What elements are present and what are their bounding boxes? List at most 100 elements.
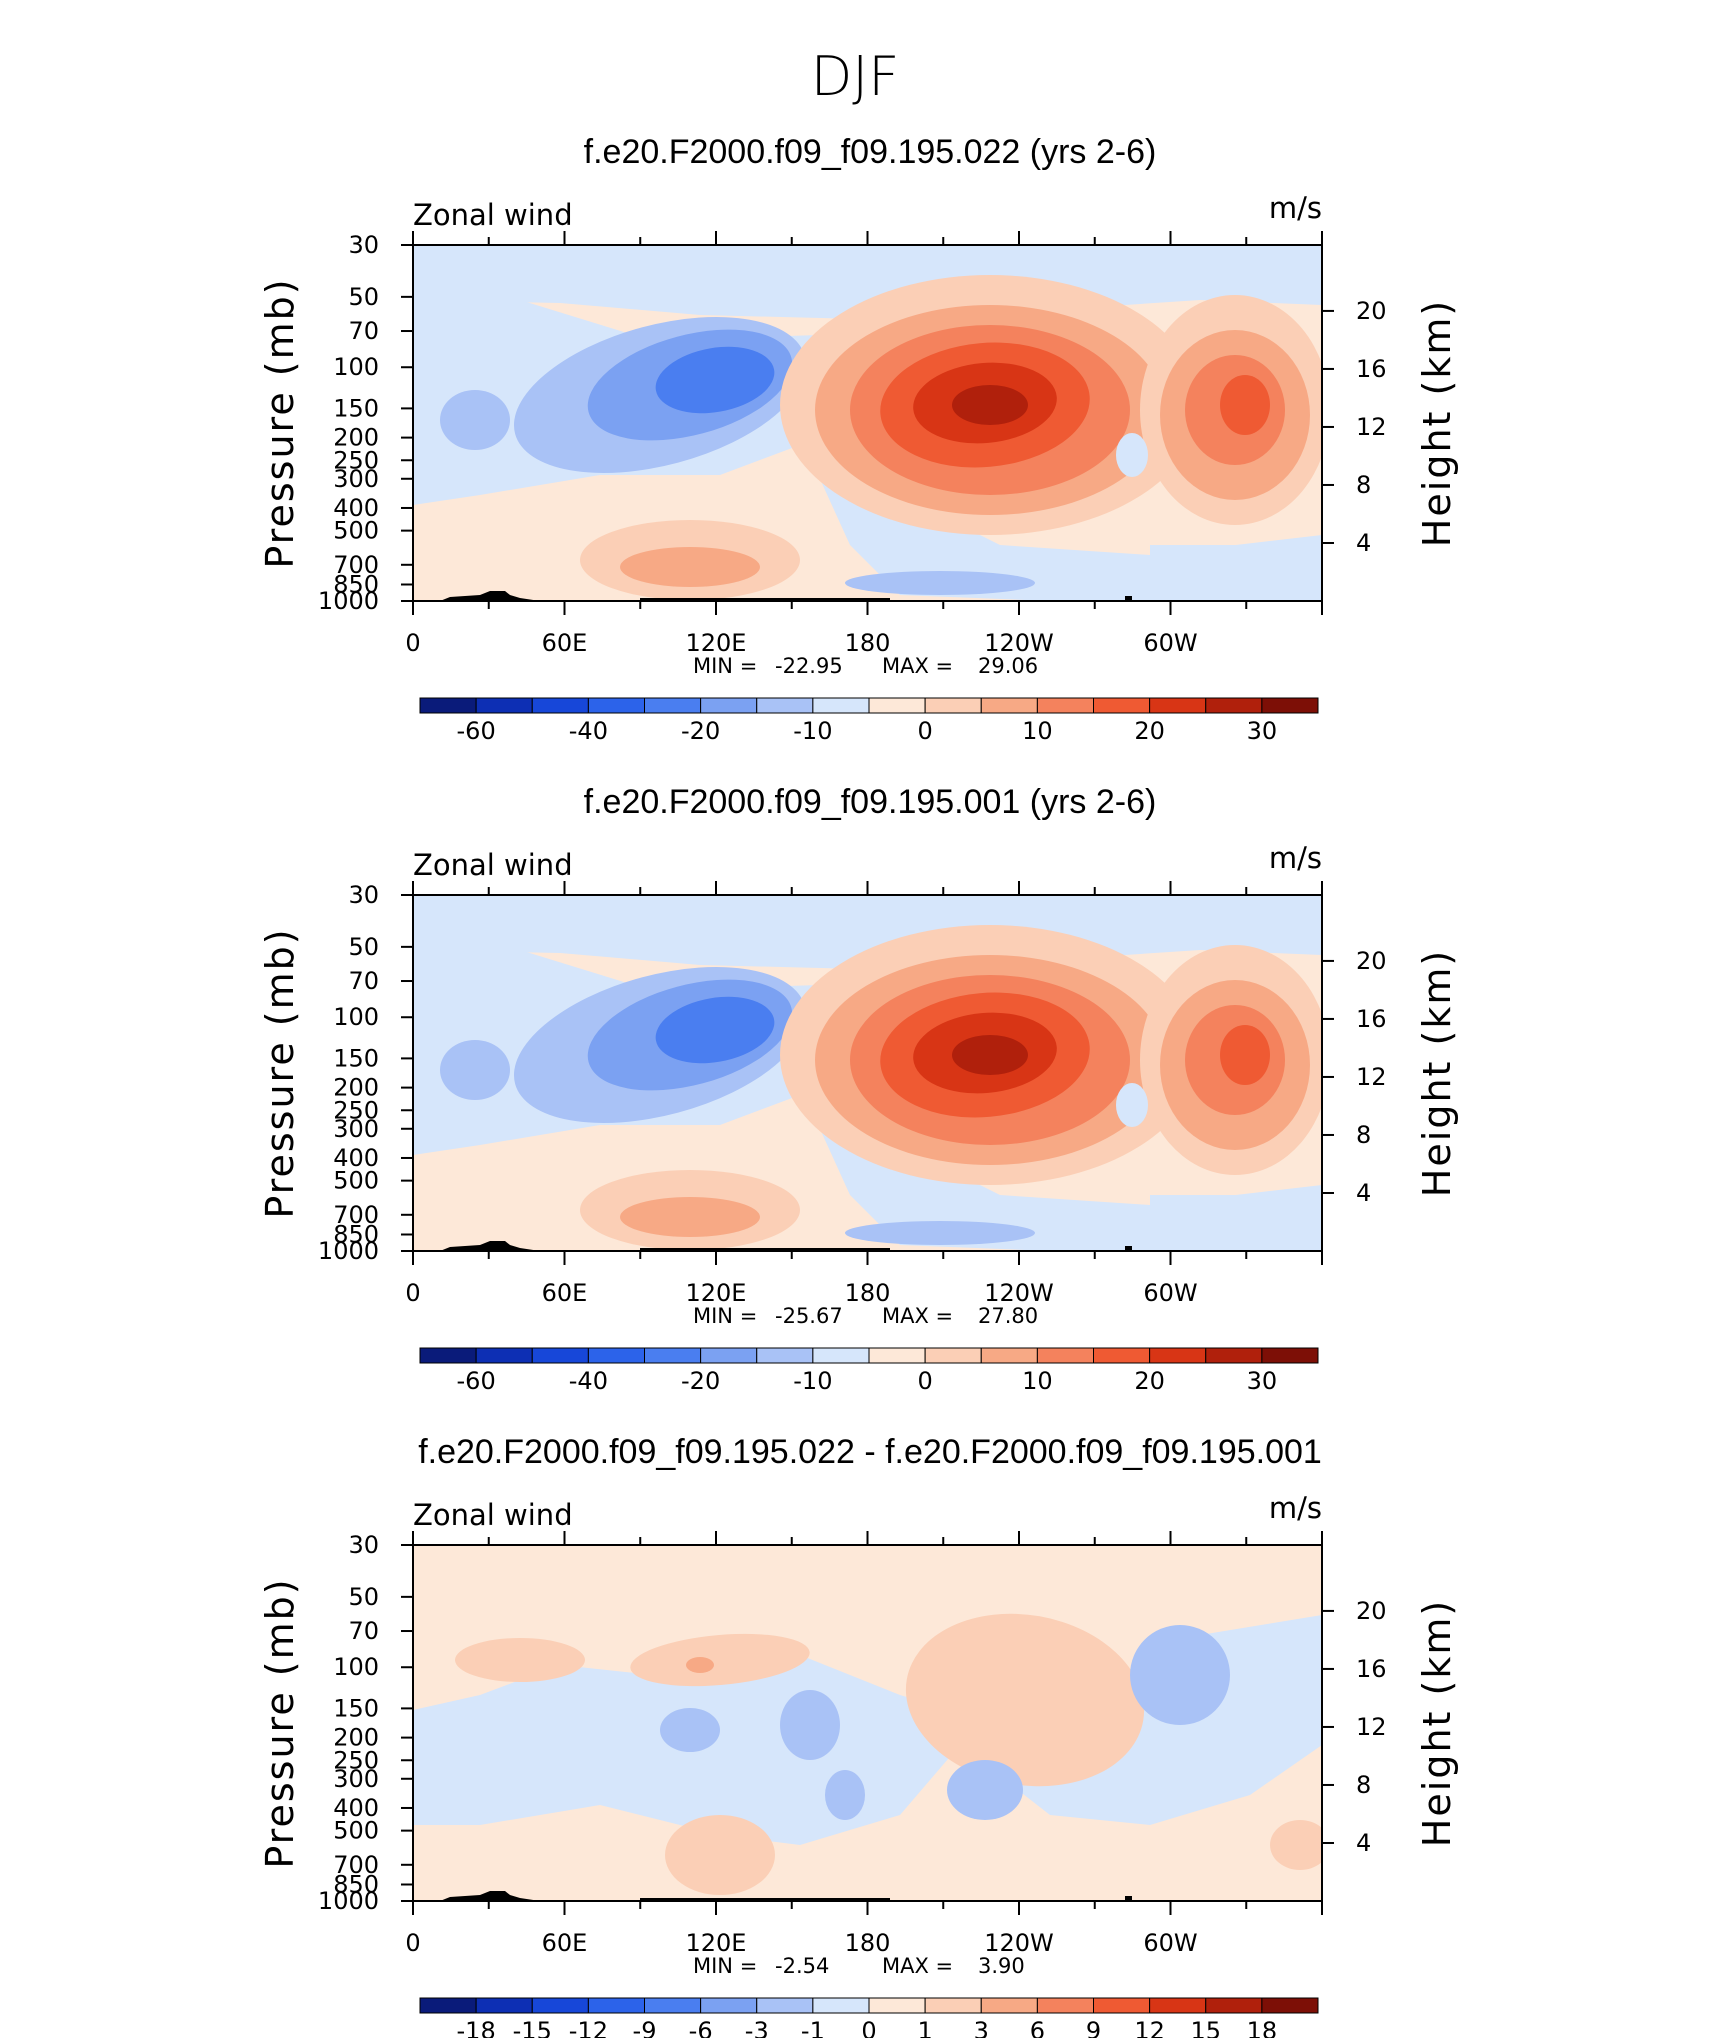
colorbar-swatch — [700, 1997, 758, 2014]
colorbar-swatch — [868, 1997, 926, 2014]
contour-minus-20 — [655, 346, 775, 414]
colorbar-swatch — [1261, 1997, 1319, 2014]
colorbar-label: -3 — [745, 2017, 769, 2038]
field-layer — [413, 245, 1322, 601]
y-tick-label: 30 — [348, 1531, 379, 1559]
colorbar-label: 30 — [1247, 1367, 1278, 1395]
y-tick-label-right: 8 — [1356, 1771, 1371, 1799]
colorbar-swatch — [1205, 697, 1263, 714]
y-tick-label: 100 — [333, 1653, 379, 1681]
topography-andes — [1125, 1246, 1132, 1251]
panel-1: f.e20.F2000.f09_f09.195.022 (yrs 2-6) Zon… — [258, 133, 1459, 745]
y-tick-label: 400 — [333, 494, 379, 522]
colorbar-swatch — [644, 1997, 702, 2014]
x-tick-label: 120E — [686, 629, 747, 657]
y-tick-label-right: 12 — [1356, 1713, 1387, 1741]
colorbar-label: -6 — [689, 2017, 713, 2038]
colorbar-swatch — [980, 1347, 1038, 1364]
x-tick-label: 180 — [845, 1279, 891, 1307]
contour-minus-10-low — [845, 571, 1035, 595]
y-axis-label: Pressure (mb) — [258, 277, 302, 568]
colorbar-label: -60 — [457, 717, 496, 745]
colorbar-swatch — [1205, 1997, 1263, 2014]
topography-low — [640, 1248, 890, 1251]
stat-max-value: 27.80 — [978, 1304, 1038, 1328]
y-tick-label: 500 — [333, 1167, 379, 1195]
colorbar-label: 15 — [1190, 2017, 1221, 2038]
colorbar-label: 20 — [1134, 717, 1165, 745]
colorbar-swatch — [1036, 697, 1094, 714]
stat-min-label: MIN = — [693, 654, 757, 678]
colorbar-label: -12 — [569, 2017, 608, 2038]
colorbar-label: 0 — [917, 717, 932, 745]
y-tick-label-right: 4 — [1356, 1829, 1371, 1857]
colorbar-swatch — [587, 697, 645, 714]
stat-max-label: MAX = — [882, 654, 953, 678]
colorbar-swatch — [1149, 697, 1207, 714]
field-layer — [413, 1545, 1322, 1901]
x-tick-label: 120E — [686, 1279, 747, 1307]
contour-gap — [1116, 1083, 1148, 1127]
colorbar-swatch — [980, 697, 1038, 714]
topography-andes — [1125, 1896, 1132, 1901]
y-tick-label: 30 — [348, 231, 379, 259]
colorbar-swatch — [700, 697, 758, 714]
colorbar-swatch — [531, 1997, 589, 2014]
colorbar-swatch — [1261, 1347, 1319, 1364]
contour-plus-1-d — [665, 1815, 775, 1895]
y-tick-label: 1000 — [318, 1237, 379, 1265]
colorbar-swatch — [644, 697, 702, 714]
colorbar-label: -40 — [569, 1367, 608, 1395]
y-tick-label-right: 12 — [1356, 1063, 1387, 1091]
y-tick-label: 300 — [333, 1115, 379, 1143]
stat-min-label: MIN = — [693, 1304, 757, 1328]
y-axis-label-right: Height (km) — [1415, 949, 1459, 1197]
y-tick-label: 100 — [333, 353, 379, 381]
colorbar-swatch — [756, 1997, 814, 2014]
topography-tibet — [413, 1891, 540, 1901]
contour-negative-east — [1150, 545, 1322, 601]
y-tick-label: 700 — [333, 1851, 379, 1879]
contour-plus-1-e — [1270, 1820, 1322, 1870]
contour-plus-10-low — [620, 547, 760, 587]
y-tick-label: 300 — [333, 465, 379, 493]
stat-min-value: -22.95 — [775, 654, 843, 678]
contour-minus-1-c — [947, 1760, 1023, 1820]
topography-low — [640, 1898, 890, 1901]
y-tick-label-right: 20 — [1356, 947, 1387, 975]
colorbar-swatch — [812, 697, 870, 714]
colorbar-swatch — [1093, 1347, 1151, 1364]
stat-max-label: MAX = — [882, 1954, 953, 1978]
panel-title: f.e20.F2000.f09_f09.195.022 - f.e20.F200… — [418, 1433, 1322, 1471]
panel-title: f.e20.F2000.f09_f09.195.001 (yrs 2-6) — [584, 783, 1157, 821]
contour-gap — [1116, 433, 1148, 477]
stat-max-value: 29.06 — [978, 654, 1038, 678]
colorbar-swatch — [1093, 1997, 1151, 2014]
stat-min-value: -2.54 — [775, 1954, 829, 1978]
colorbar-label: 10 — [1022, 1367, 1053, 1395]
field-layer — [413, 895, 1322, 1251]
stat-min-value: -25.67 — [775, 1304, 843, 1328]
y-tick-label: 70 — [348, 1617, 379, 1645]
colorbar-label: -10 — [793, 717, 832, 745]
x-tick-label: 60E — [542, 629, 588, 657]
y-tick-label: 300 — [333, 1765, 379, 1793]
contour-minus-10-west — [440, 390, 510, 450]
colorbar-label: 10 — [1022, 717, 1053, 745]
colorbar-swatch — [1149, 1347, 1207, 1364]
panel-3: f.e20.F2000.f09_f09.195.022 - f.e20.F200… — [258, 1433, 1459, 2038]
colorbar-swatch — [475, 697, 533, 714]
colorbar-swatch — [980, 1997, 1038, 2014]
variable-label: Zonal wind — [413, 848, 573, 882]
y-tick-label: 250 — [333, 1096, 379, 1124]
contour-plus-20-atl — [1220, 1025, 1270, 1085]
y-tick-label-right: 4 — [1356, 529, 1371, 557]
colorbar-swatch — [700, 1347, 758, 1364]
units-label: m/s — [1269, 1491, 1322, 1525]
x-tick-label: 120W — [984, 1279, 1054, 1307]
y-tick-label: 70 — [348, 317, 379, 345]
colorbar-swatch — [1036, 1347, 1094, 1364]
colorbar-label: -20 — [681, 717, 720, 745]
colorbar-swatch — [1261, 697, 1319, 714]
stat-max-label: MAX = — [882, 1304, 953, 1328]
